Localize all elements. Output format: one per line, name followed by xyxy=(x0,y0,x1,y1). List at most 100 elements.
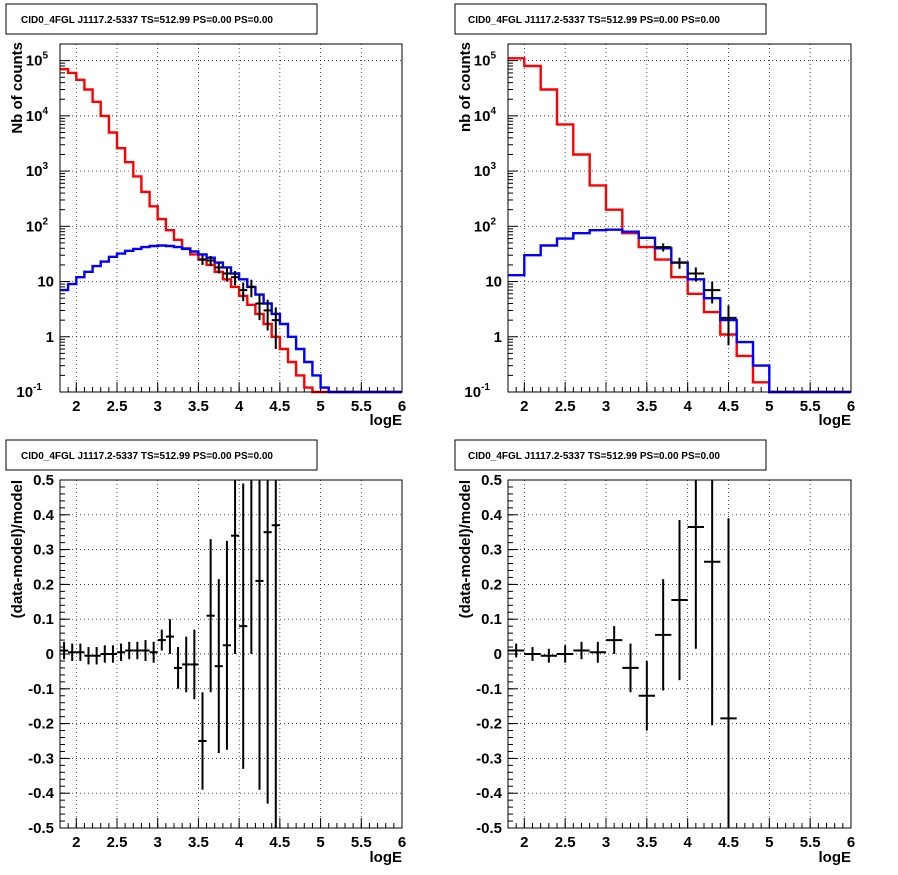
y-tick-label: 103 xyxy=(474,161,497,180)
data-point xyxy=(222,540,231,750)
x-tick-label: 4 xyxy=(235,834,244,851)
x-tick-label: 2.5 xyxy=(107,834,128,851)
x-tick-label: 4.5 xyxy=(269,398,290,415)
data-point xyxy=(638,660,655,731)
data-point xyxy=(182,636,191,693)
y-tick-label: 0.4 xyxy=(481,507,503,524)
data-point xyxy=(540,648,557,663)
x-tick-label: 5.5 xyxy=(351,834,372,851)
data-point xyxy=(589,641,606,663)
x-tick-label: 2 xyxy=(72,834,80,851)
data-point xyxy=(622,643,639,693)
data-point xyxy=(92,647,101,665)
x-tick-label: 3 xyxy=(154,398,162,415)
y-tick-label: 0.3 xyxy=(33,542,54,559)
data-point xyxy=(655,243,672,252)
plot-frame xyxy=(507,43,852,393)
data-point xyxy=(198,255,207,265)
y-tick-label: 10 xyxy=(485,274,502,291)
panel-title: CID0_4FGL J1117.2-5337 TS=512.99 PS=0.00… xyxy=(21,15,273,26)
x-tick-label: 3.5 xyxy=(636,834,657,851)
data-point xyxy=(84,647,93,665)
data-point xyxy=(655,579,672,691)
data-point xyxy=(271,307,280,350)
y-tick-label: 10-1 xyxy=(16,382,42,401)
plot-layer: 2 2.5 3 3.5 4 4.5 5 5.5 6 10-1 1 10 102 103 104 105 2 2.5… xyxy=(16,43,855,851)
data-point xyxy=(157,629,166,651)
panel-tl: CID0_4FGL J1117.2-5337 TS=512.99 PS=0.00… xyxy=(5,3,403,429)
data-point xyxy=(508,643,525,658)
x-tick-label: 2 xyxy=(520,834,528,851)
x-tick-label: 6 xyxy=(398,398,406,415)
data-point xyxy=(174,647,183,689)
data-point xyxy=(524,647,541,661)
plot-frame xyxy=(59,43,403,393)
x-tick-label: 3 xyxy=(154,834,162,851)
y-axis-label: (data-model)/model xyxy=(9,480,26,618)
x-tick-label: 4 xyxy=(235,398,244,415)
data-point xyxy=(231,480,240,654)
y-tick-label: -0.1 xyxy=(28,681,54,698)
y-tick-label: -0.5 xyxy=(476,820,502,837)
data-point xyxy=(239,483,248,769)
panel-bl: CID0_4FGL J1117.2-5337 TS=512.99 PS=0.00… xyxy=(5,439,403,866)
y-tick-label: 105 xyxy=(474,51,497,70)
data-point xyxy=(687,267,704,282)
y-tick-label: 1 xyxy=(494,329,502,346)
data-point xyxy=(606,626,623,654)
y-tick-label: 104 xyxy=(26,106,49,125)
plot-frame xyxy=(59,479,403,829)
x-tick-label: 3 xyxy=(602,398,610,415)
y-tick-label: -0.4 xyxy=(28,785,55,802)
x-tick-label: 2.5 xyxy=(107,398,128,415)
data-point xyxy=(263,299,272,331)
data-point xyxy=(247,279,256,298)
y-tick-label: 0.1 xyxy=(481,611,502,628)
panel-title: CID0_4FGL J1117.2-5337 TS=512.99 PS=0.00… xyxy=(468,451,720,462)
x-tick-label: 5 xyxy=(316,834,324,851)
series-step-line-0 xyxy=(508,57,851,394)
x-tick-label: 5 xyxy=(765,834,773,851)
x-tick-label: 5 xyxy=(765,398,773,415)
x-axis-label: logE xyxy=(370,412,403,429)
y-tick-label: 0.5 xyxy=(33,472,54,489)
data-point xyxy=(573,641,590,660)
data-point xyxy=(222,267,231,282)
panel-tr: CID0_4FGL J1117.2-5337 TS=512.99 PS=0.00… xyxy=(454,3,851,429)
x-tick-label: 3 xyxy=(602,834,610,851)
x-axis-label: logE xyxy=(370,849,403,866)
y-tick-label: -0.5 xyxy=(28,820,54,837)
x-tick-label: 4.5 xyxy=(718,398,739,415)
title-box xyxy=(454,3,767,35)
y-tick-label: -0.3 xyxy=(476,750,502,767)
y-tick-label: -0.3 xyxy=(28,750,54,767)
x-tick-label: 4 xyxy=(683,834,692,851)
x-tick-label: 6 xyxy=(847,834,855,851)
panel-title: CID0_4FGL J1117.2-5337 TS=512.99 PS=0.00… xyxy=(468,15,720,26)
x-tick-label: 5.5 xyxy=(800,398,821,415)
data-point xyxy=(117,643,126,661)
chart-br: 2 2.5 3 3.5 4 4.5 5 5.5 6 -0.5 -0.4 -0.3 -0.2 -0.1 0 0.… xyxy=(476,472,855,851)
y-tick-label: 0 xyxy=(494,646,502,663)
data-point xyxy=(704,480,721,726)
data-point xyxy=(206,256,215,267)
title-box xyxy=(5,439,318,471)
y-tick-label: -0.2 xyxy=(28,716,54,733)
x-tick-label: 4.5 xyxy=(718,834,739,851)
x-tick-label: 3.5 xyxy=(188,834,209,851)
x-tick-label: 3.5 xyxy=(636,398,657,415)
data-point xyxy=(214,262,223,274)
data-point xyxy=(206,539,215,693)
x-tick-label: 5.5 xyxy=(351,398,372,415)
y-tick-label: 0.2 xyxy=(33,576,54,593)
y-tick-label: 0.4 xyxy=(33,507,55,524)
y-axis-label: Nb of counts xyxy=(9,42,26,134)
x-tick-label: 2 xyxy=(520,398,528,415)
title-box xyxy=(454,439,767,471)
y-tick-label: 0.5 xyxy=(481,472,502,489)
y-tick-label: 102 xyxy=(26,216,49,235)
y-tick-label: 103 xyxy=(26,161,49,180)
data-point xyxy=(231,271,240,286)
y-tick-label: 105 xyxy=(26,51,49,70)
